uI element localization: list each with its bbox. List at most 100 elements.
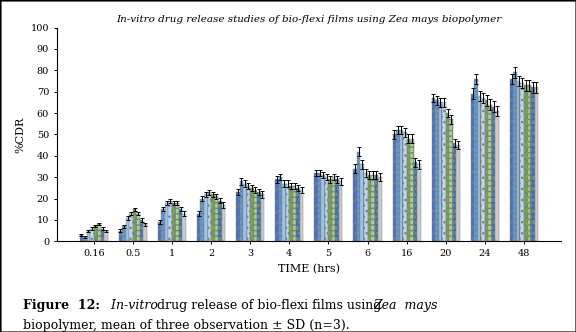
Bar [528,85,531,241]
Bar [410,139,414,241]
Bar [374,175,378,241]
Bar [296,188,300,241]
Bar [393,134,396,241]
Bar [275,179,279,241]
Bar [207,192,211,241]
Bar [471,94,474,241]
Bar [449,120,453,241]
Bar [378,177,382,241]
Bar [407,139,410,241]
Bar [126,218,129,241]
Bar [218,201,222,241]
Bar [253,190,257,241]
Bar [521,83,524,241]
Bar [240,182,243,241]
Bar [158,222,161,241]
Bar [97,224,101,241]
Bar [442,102,446,241]
Bar [104,231,108,241]
Bar [133,209,137,241]
Bar [140,220,143,241]
Bar [339,182,343,241]
Bar [492,107,495,241]
Bar [431,98,435,241]
Bar [165,203,168,241]
Bar [261,194,264,241]
Bar [488,105,492,241]
Bar [168,201,172,241]
Bar [400,130,403,241]
Bar [279,177,282,241]
Bar [318,173,321,241]
Bar [531,87,535,241]
Bar [129,213,133,241]
Bar [101,228,104,241]
Bar [204,194,207,241]
Bar [417,164,420,241]
Bar [478,96,482,241]
Bar [90,228,94,241]
Bar [86,231,90,241]
Bar [183,213,186,241]
Bar [282,184,286,241]
Bar [414,162,417,241]
Bar [314,173,318,241]
Bar [161,209,165,241]
Bar [396,130,400,241]
Bar [325,177,328,241]
Bar [439,102,442,241]
Bar [83,237,86,241]
Bar [137,213,140,241]
Bar [485,100,488,241]
Bar [517,81,521,241]
Bar [524,85,528,241]
Bar [435,100,439,241]
Bar [286,184,289,241]
Bar [79,235,83,241]
Bar [357,151,361,241]
Bar [176,203,179,241]
Bar [364,173,367,241]
Bar [250,188,253,241]
Text: drug release of bio-flexi films using: drug release of bio-flexi films using [153,299,385,312]
Bar [367,175,371,241]
Bar [211,194,215,241]
Y-axis label: %CDR: %CDR [15,116,25,153]
Bar [403,132,407,241]
Bar [453,143,456,241]
Bar [446,113,449,241]
Bar [172,203,176,241]
Bar [510,79,513,241]
Bar [513,72,517,241]
Bar [293,186,296,241]
Title: In-vitro drug release studies of bio-flexi films using Zea mays biopolymer: In-vitro drug release studies of bio-fle… [116,15,502,24]
Text: In-vitro: In-vitro [107,299,157,312]
Bar [482,98,485,241]
Bar [289,186,293,241]
Bar [143,224,147,241]
Text: Zea  mays: Zea mays [373,299,438,312]
Bar [495,111,499,241]
Bar [94,226,97,241]
Bar [332,177,335,241]
Bar [243,184,247,241]
Bar [257,192,261,241]
Bar [236,192,240,241]
Bar [247,186,250,241]
Bar [222,205,225,241]
Bar [122,226,126,241]
Bar [335,179,339,241]
Bar [354,169,357,241]
Bar [361,164,364,241]
Text: biopolymer, mean of three observation ± SD (n=3).: biopolymer, mean of three observation ± … [23,319,350,332]
Text: Figure  12:: Figure 12: [23,299,100,312]
Bar [179,209,183,241]
X-axis label: TIME (hrs): TIME (hrs) [278,264,340,274]
Bar [200,199,204,241]
Bar [197,213,200,241]
Bar [456,145,460,241]
Bar [300,190,304,241]
Bar [371,175,374,241]
Bar [321,175,325,241]
Bar [535,87,538,241]
